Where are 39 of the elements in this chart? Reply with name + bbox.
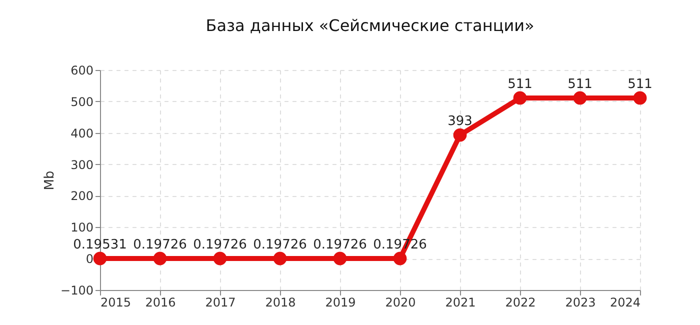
point: [213, 252, 227, 266]
data-label: 0.19726: [313, 238, 367, 253]
y-tick-label: 200: [70, 189, 94, 204]
data-label: 0.19726: [193, 238, 247, 253]
y-tick-label: 500: [70, 94, 94, 109]
x-tick-label: 2019: [325, 296, 356, 310]
point: [273, 252, 287, 266]
y-tick-label: 0: [86, 252, 94, 266]
point: [333, 252, 347, 266]
x-tick-label: 2015: [100, 296, 132, 310]
point: [453, 128, 467, 142]
x-tick-label: 2024: [610, 296, 640, 310]
data-label: 393: [448, 114, 472, 130]
point: [633, 91, 647, 105]
data-label: 0.19726: [253, 238, 307, 253]
y-tick-label: 600: [70, 64, 94, 78]
point: [393, 252, 407, 266]
y-tick-label: 300: [70, 158, 94, 172]
chart-title: База данных «Сейсмические станции»: [206, 16, 534, 35]
x-tick-label: 2018: [265, 296, 296, 310]
point: [153, 252, 167, 266]
data-label: 511: [628, 76, 652, 92]
y-tick-label: 100: [70, 220, 94, 235]
point: [93, 252, 107, 266]
x-tick-label: 2016: [145, 296, 176, 310]
x-tick-label: 2022: [505, 296, 536, 310]
data-label: 0.19726: [133, 238, 187, 253]
y-tick-label: 400: [70, 126, 94, 140]
y-axis-title: Mb: [42, 170, 58, 190]
x-tick-label: 2023: [565, 296, 596, 310]
data-label: 511: [508, 76, 532, 92]
x-tick-label: 2020: [385, 296, 416, 310]
x-tick-label: 2021: [445, 296, 476, 310]
data-label: 0.19531: [73, 238, 127, 253]
data-label: 511: [568, 76, 592, 92]
point: [573, 91, 587, 105]
y-tick-label: −100: [60, 284, 94, 298]
point: [513, 91, 527, 105]
x-tick-label: 2017: [205, 296, 236, 310]
